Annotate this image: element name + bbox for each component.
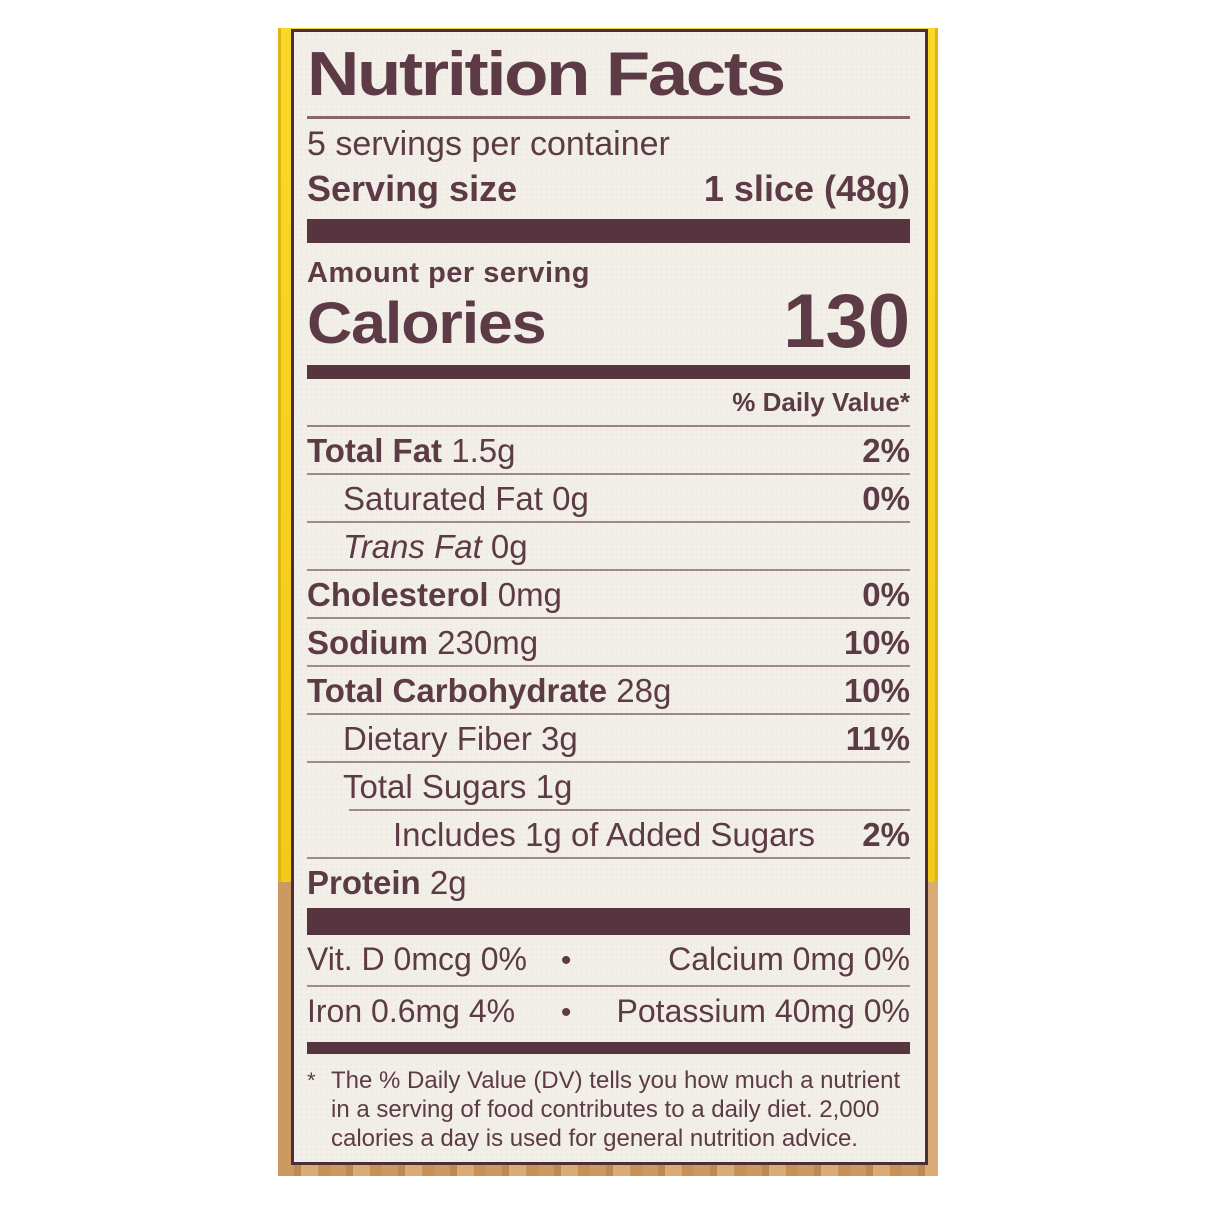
nutrient-amount: 230mg [428,624,539,661]
nutrient-amount: 3g [531,720,578,757]
daily-value-footnote: * The % Daily Value (DV) tells you how m… [307,1066,910,1153]
row-divider [307,985,910,987]
nutrient-name-amount: Includes 1g of Added Sugars [393,818,815,851]
nutrient-row: Total Sugars 1g [307,763,910,809]
bread-bag-photo: Nutrition Facts 5 servings per container… [278,28,938,1176]
nutrient-daily-value: 11% [845,720,910,757]
nutrient-name-amount: Cholesterol 0mg [307,578,562,611]
nutrient-name: Dietary Fiber [343,720,532,757]
micronutrient-right: Calcium 0mg 0% [668,941,910,977]
nutrient-name: Cholesterol [307,576,489,613]
calories-label: Calories [307,291,547,356]
nutrient-row: Saturated Fat 0g 0% [307,475,910,521]
nutrient-name: Total Fat [307,432,443,469]
nutrient-amount: 2g [420,864,467,901]
nutrient-name: Saturated Fat [343,480,543,517]
nutrient-name: Trans Fat [343,528,482,565]
nutrient-daily-value: 2% [862,432,910,469]
nutrient-row: Trans Fat 0g [307,523,910,569]
nutrient-row: Sodium 230mg 10% [307,619,910,665]
row-divider [307,713,910,715]
nutrient-daily-value: 10% [843,672,910,709]
nutrient-rows: Total Fat 1.5g 2% Saturated Fat 0g 0% Trans … [307,427,910,905]
micronutrient-row: Iron 0.6mg 4% • Potassium 40mg 0% [307,987,910,1037]
nutrient-amount: 0g [481,528,528,565]
row-divider [307,569,910,571]
row-divider [307,473,910,475]
nutrient-name-amount: Saturated Fat 0g [343,482,589,515]
nutrient-name-amount: Total Fat 1.5g [307,434,515,467]
footnote-text: The % Daily Value (DV) tells you how muc… [331,1067,901,1152]
nutrient-name-amount: Total Sugars 1g [343,770,572,803]
nutrient-amount: 1g [526,768,573,805]
serving-size-row: Serving size 1 slice (48g) [307,167,910,211]
nutrient-daily-value: 10% [843,624,910,661]
daily-value-divider [307,425,910,427]
nutrient-name-amount: Protein 2g [307,866,467,899]
thick-divider-bar [307,219,910,243]
nutrient-name: Total Carbohydrate [307,672,608,709]
label-title: Nutrition Facts [307,40,786,109]
nutrient-row: Includes 1g of Added Sugars 2% [307,811,910,857]
nutrient-name-amount: Trans Fat 0g [343,530,528,563]
medium-divider-bar [307,365,910,379]
separator-dot: • [560,996,572,1029]
nutrient-daily-value: 0% [862,576,910,613]
nutrient-amount: 1.5g [442,432,516,469]
micronutrient-row: Vit. D 0mcg 0% • Calcium 0mg 0% [307,935,910,985]
footnote-asterisk: * [307,1068,316,1093]
nutrient-row: Dietary Fiber 3g 11% [307,715,910,761]
row-divider [349,809,910,811]
nutrition-facts-label: Nutrition Facts 5 servings per container… [291,29,928,1165]
micronutrient-left: Vit. D 0mcg 0% [307,941,527,977]
daily-value-header: % Daily Value* [732,387,910,417]
nutrient-amount: 0mg [488,576,562,613]
micronutrient-rows: Vit. D 0mcg 0% • Calcium 0mg 0% Iron 0.6mg … [307,935,910,1037]
nutrient-row: Total Fat 1.5g 2% [307,427,910,473]
row-divider [307,761,910,763]
micronutrient-left: Iron 0.6mg 4% [307,993,516,1029]
calories-row: Calories 130 [307,279,910,364]
amount-per-serving-label: Amount per serving [307,257,590,289]
nutrient-name: Total Sugars [343,768,527,805]
servings-per-container: 5 servings per container [307,125,670,163]
nutrient-daily-value: 0% [862,480,910,517]
serving-size-label: Serving size [307,168,518,209]
nutrient-row: Protein 2g [307,859,910,905]
calories-value: 130 [783,279,910,364]
nutrient-row: Total Carbohydrate 28g 10% [307,667,910,713]
row-divider [307,857,910,859]
micronutrient-right: Potassium 40mg 0% [616,993,910,1029]
row-divider [307,665,910,667]
nutrient-amount: 0g [542,480,589,517]
nutrient-amount: 28g [607,672,672,709]
row-divider [307,521,910,523]
nutrient-name: Sodium [307,624,428,661]
nutrient-name: Protein [307,864,421,901]
nutrient-row: Cholesterol 0mg 0% [307,571,910,617]
nutrient-name-amount: Total Carbohydrate 28g [307,674,671,707]
nutrient-name-amount: Sodium 230mg [307,626,538,659]
nutrient-daily-value: 2% [862,816,910,853]
thick-divider-bar-2 [307,908,910,935]
medium-divider-bar-2 [307,1042,910,1054]
separator-dot: • [560,944,572,977]
nutrient-name-amount: Dietary Fiber 3g [343,722,578,755]
nutrient-name: Includes 1g of Added Sugars [393,816,815,853]
title-divider [307,116,910,119]
serving-size-value: 1 slice (48g) [703,168,910,209]
row-divider [307,617,910,619]
